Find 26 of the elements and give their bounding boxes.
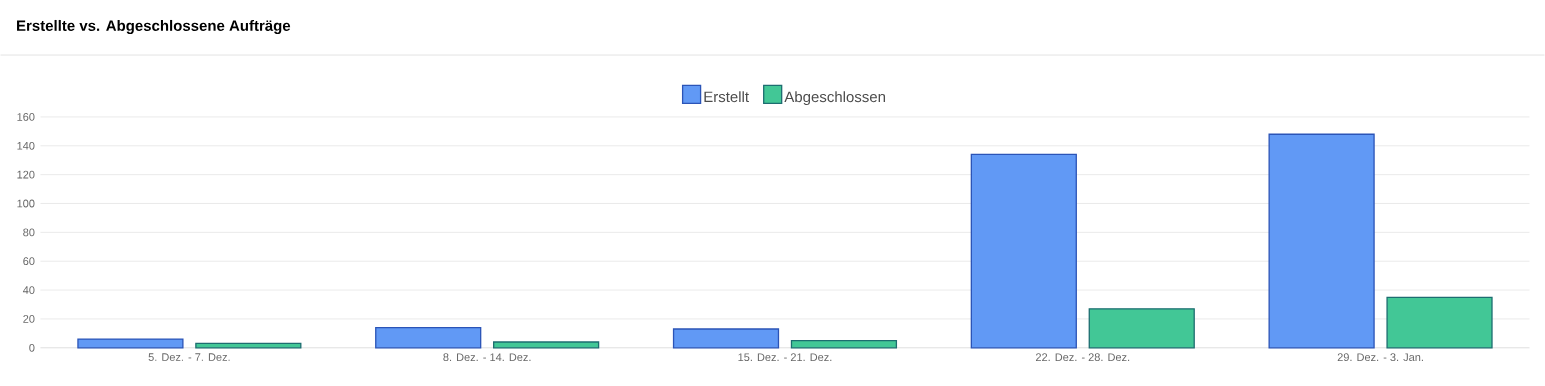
bar (493, 341, 600, 349)
legend-label: Abgeschlossen (784, 91, 886, 106)
y-tick-label: 160 (17, 113, 35, 121)
bar (77, 338, 184, 349)
x-tick-label: 29. Dez. - 3. Jan. (1337, 353, 1423, 362)
y-tick-label: 0 (29, 344, 35, 352)
x-tick-label: 22. Dez. - 28. Dez. (1035, 353, 1130, 362)
legend-label: Erstellt (704, 91, 749, 103)
x-tick-label: 8. Dez. - 14. Dez. (443, 353, 531, 362)
bar (1088, 308, 1195, 349)
y-tick-label: 120 (17, 170, 35, 179)
x-tick-label: 15. Dez. - 21. Dez. (738, 353, 832, 362)
bar (970, 153, 1077, 349)
y-tick-label: 60 (23, 257, 35, 266)
y-tick-label: 20 (23, 315, 35, 323)
bar (1268, 133, 1375, 349)
y-tick-label: 40 (22, 286, 35, 295)
bar (672, 328, 780, 349)
bar (1386, 296, 1493, 349)
y-tick-label: 100 (17, 199, 35, 208)
x-tick-label: 5. Dez. - 7. Dez. (148, 353, 230, 362)
y-tick-label: 80 (23, 228, 35, 237)
bar (375, 327, 482, 349)
chart-title: Erstellte vs. Abgeschlossene Aufträge (17, 20, 291, 35)
y-tick-label: 140 (17, 142, 35, 150)
bar (790, 340, 898, 349)
